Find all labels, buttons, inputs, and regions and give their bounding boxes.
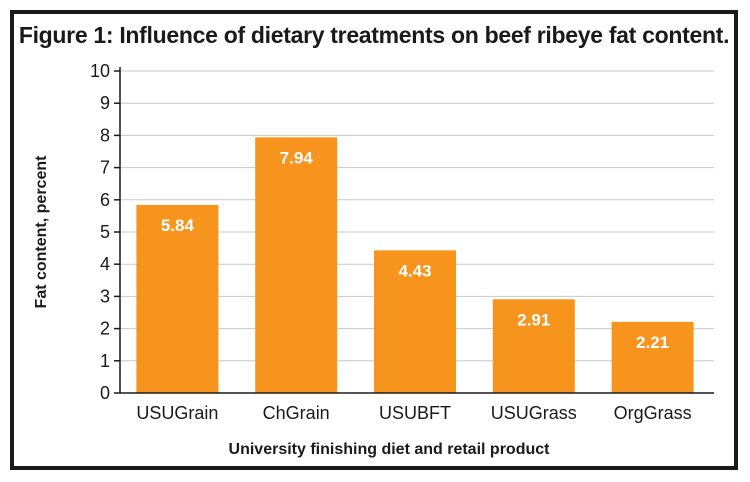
chart-title: Figure 1: Influence of dietary treatment… [18, 22, 730, 48]
data-label-chgrain: 7.94 [280, 148, 314, 167]
y-tick-label: 5 [100, 222, 110, 242]
x-tick-label-chgrain: ChGrain [263, 403, 330, 423]
y-tick-label: 4 [100, 254, 110, 274]
bar-chgrain [255, 137, 338, 393]
y-tick-label: 6 [100, 190, 110, 210]
x-tick-label-usugrain: USUGrain [136, 403, 218, 423]
bars [136, 137, 694, 393]
chart-frame: Figure 1: Influence of dietary treatment… [10, 10, 738, 470]
bar-chart: 0 1 2 3 4 5 6 7 8 9 10 5.84 USUGrain 7.94 ChGrain 4.43 U… [33, 61, 714, 458]
labels: 0 1 2 3 4 5 6 7 8 9 10 5.84 USUGrain 7.94 ChGrain 4.43 U… [90, 61, 692, 423]
data-label-orggrass: 2.21 [636, 333, 669, 352]
data-label-usugrain: 5.84 [161, 216, 195, 235]
y-tick-label: 8 [100, 125, 110, 145]
y-tick-label: 1 [100, 351, 110, 371]
bar-orggrass [611, 321, 694, 393]
data-label-usubft: 4.43 [398, 261, 431, 280]
y-tick-label: 2 [100, 319, 110, 339]
bar-usugrass [492, 299, 575, 393]
y-tick-label: 0 [100, 383, 110, 403]
y-tick-label: 10 [90, 61, 110, 81]
x-axis-title: University finishing diet and retail pro… [229, 441, 551, 458]
y-axis-title: Fat content, percent [33, 155, 50, 309]
x-tick-label-usugrass: USUGrass [491, 403, 577, 423]
bar-usugrain [136, 204, 219, 393]
y-tick-label: 3 [100, 286, 110, 306]
y-tick-label: 7 [100, 158, 110, 178]
y-tick-label: 9 [100, 93, 110, 113]
bar-usubft [374, 250, 456, 393]
x-tick-label-orggrass: OrgGrass [614, 403, 692, 423]
x-tick-label-usubft: USUBFT [379, 403, 451, 423]
axes [114, 67, 714, 394]
data-label-usugrass: 2.91 [517, 310, 550, 329]
